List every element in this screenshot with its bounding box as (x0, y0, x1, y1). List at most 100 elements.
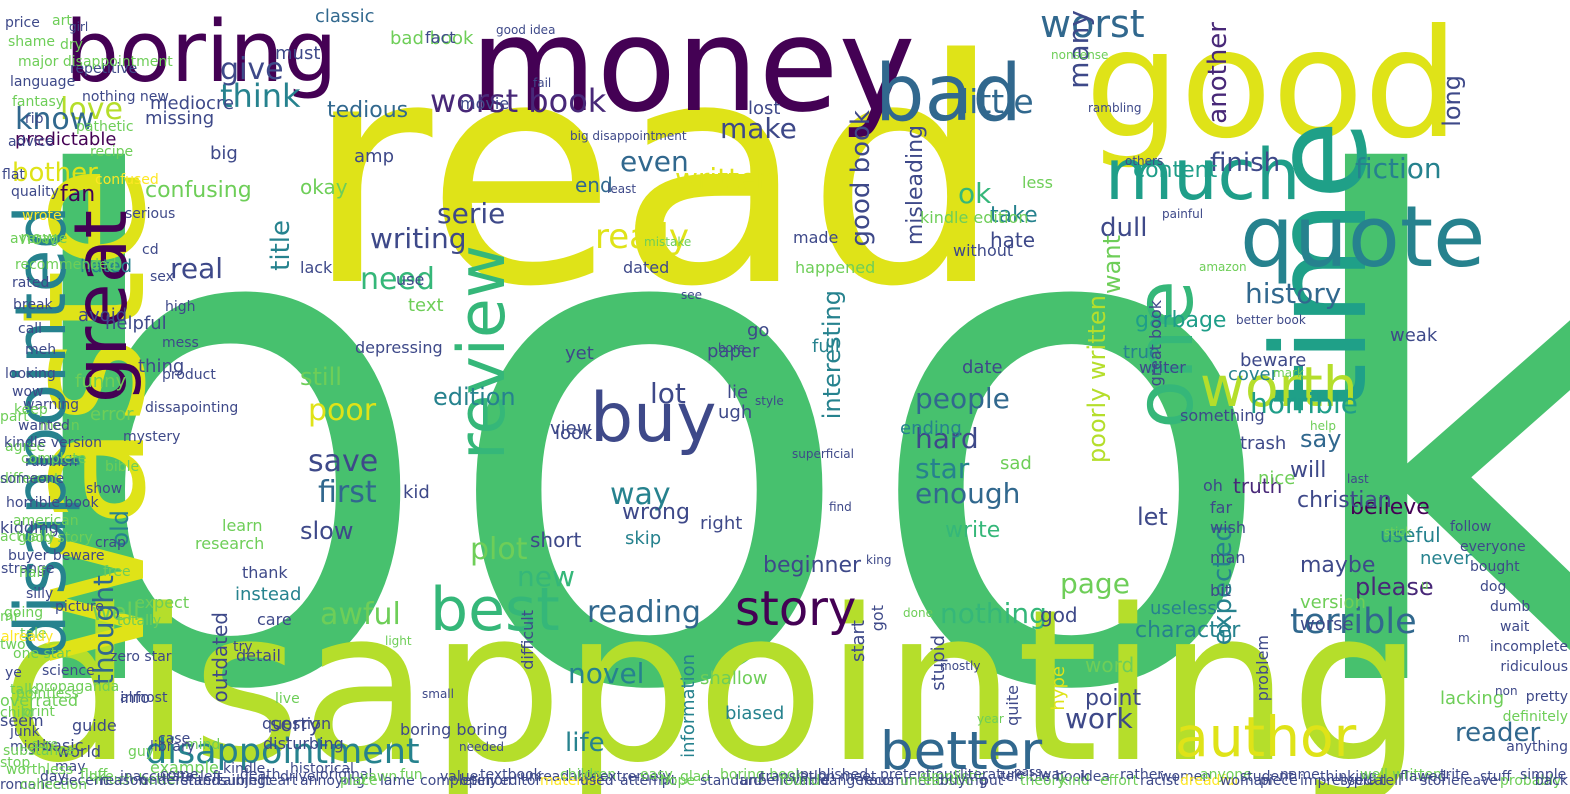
word-print: print (22, 704, 55, 720)
word-kindle-version: kindle version (4, 435, 102, 451)
word-error: error (90, 404, 134, 425)
word-inaccurate: inaccurate (120, 769, 195, 785)
word-children: children (560, 767, 617, 783)
word-content: content (1133, 158, 1218, 183)
word-wanted: wanted (18, 418, 70, 434)
word-lie: lie (727, 382, 749, 403)
word-story: story (735, 581, 857, 637)
word-finish: finish (1210, 148, 1281, 178)
word-seem: seem (0, 711, 44, 730)
word-wait: wait (1500, 619, 1530, 635)
word-left: left (200, 769, 223, 785)
word-example: example (150, 758, 219, 777)
word-editor: editor (500, 773, 542, 789)
word-actually: actually (0, 529, 56, 545)
word-may: may (55, 759, 86, 775)
word-mediocre: mediocre (150, 93, 235, 114)
word-hate: hate (990, 228, 1036, 252)
word-worst-book: worst book (430, 82, 607, 120)
word-annoying: annoying (300, 773, 365, 789)
word-good-idea: good idea (496, 23, 556, 37)
word-take: take (990, 203, 1038, 228)
word-see: see (681, 288, 703, 302)
word-might: might (10, 739, 51, 755)
word-little: little (960, 82, 1034, 121)
word-dry: dry (60, 37, 83, 53)
word-sorry: sorry (270, 712, 321, 736)
word-picture: picture (55, 599, 104, 615)
word-disappointing: disappointing (0, 564, 1424, 794)
word-theory: theory (1020, 773, 1066, 789)
word-pass: pass (1014, 765, 1042, 779)
word-money: money (470, 0, 916, 141)
word-simple: simple (1520, 767, 1567, 783)
word-pretty: pretty (1525, 689, 1568, 705)
word-m: m (1458, 631, 1470, 645)
word-light: light (385, 634, 412, 648)
word-completely: completely (420, 773, 498, 789)
word-war: war (1040, 767, 1066, 783)
word-product: product (162, 367, 216, 383)
word-anything: anything (1506, 739, 1568, 755)
word-pathetic: pathetic (76, 119, 134, 135)
word-case: case (158, 731, 191, 747)
word-plot: plot (470, 532, 528, 567)
word-impressed: impressed (1300, 773, 1373, 789)
word-meet: meet (840, 769, 877, 785)
word-looking: looking (5, 366, 56, 382)
word-research: research (195, 534, 265, 553)
word-sure: sure (32, 737, 58, 751)
word-historical: historical (290, 761, 354, 777)
word-literature: literature (960, 767, 1025, 783)
word-never: never (1420, 548, 1472, 569)
word-guy: guy (128, 744, 155, 760)
word-even: even (620, 145, 689, 178)
word-american: american (13, 513, 79, 529)
word-two: two (0, 637, 26, 653)
word-must: must (275, 43, 321, 64)
word-heart: heart (260, 773, 298, 789)
word-say: say (1300, 425, 1342, 453)
word-short: short (530, 528, 582, 552)
word-predictable: predictable (15, 129, 117, 150)
word-long: long (1438, 75, 1466, 127)
word-history: history (1245, 277, 1342, 310)
word-go: go (747, 320, 770, 341)
word-keep: keep (14, 402, 48, 418)
word-bad-book: bad book (390, 28, 474, 49)
word-put: put (980, 773, 1004, 789)
word-kindle: kindle (223, 761, 266, 777)
word-worthless: worthless (6, 762, 74, 778)
word-hard: hard (915, 422, 979, 455)
word-half: half (19, 565, 46, 581)
word-death: death (240, 767, 281, 783)
word-tale: tale (20, 626, 47, 642)
word-funny: funny (75, 371, 127, 392)
word-bit: bit (1210, 581, 1231, 600)
word-mystery: mystery (123, 429, 181, 445)
word-dog: dog (1480, 579, 1507, 595)
word-sex: sex (150, 269, 174, 285)
word-drivel: drivel (280, 769, 320, 785)
word-entertaining: entertaining (180, 773, 266, 789)
word-biased: biased (725, 703, 785, 724)
word-new: new (517, 560, 575, 593)
word-decent: decent (60, 773, 109, 789)
word-skip: skip (625, 528, 662, 549)
word-word: word (1085, 653, 1135, 677)
word-bible: bible (105, 459, 140, 475)
word-almost: almost (120, 690, 168, 706)
word-ok: ok (958, 177, 992, 210)
word-classic: classic (315, 6, 375, 27)
word-try: try (233, 639, 253, 655)
word-probably: probably (1500, 773, 1562, 789)
word-free: free (103, 564, 131, 580)
word-meh: meh (25, 342, 57, 358)
word-anyone: anyone (1200, 767, 1252, 783)
word-rubbish: rubbish (25, 454, 78, 470)
word-hype: hype (1048, 666, 1069, 711)
word-difficult: difficult (518, 610, 537, 670)
word-high: high (165, 299, 196, 315)
word-bore: bore (718, 341, 746, 355)
